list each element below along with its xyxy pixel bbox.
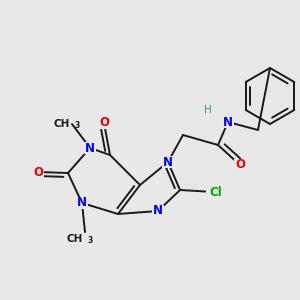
Text: Cl: Cl [210, 185, 222, 199]
Text: 3: 3 [88, 236, 93, 245]
Text: O: O [99, 116, 109, 130]
Bar [152, 205, 164, 217]
Text: CH: CH [54, 119, 70, 129]
Bar [222, 116, 234, 128]
Text: N: N [85, 142, 95, 154]
Bar [162, 156, 174, 168]
Bar [98, 117, 110, 129]
Bar [84, 142, 96, 154]
Text: 3: 3 [75, 122, 80, 130]
Text: H: H [204, 105, 212, 115]
Bar [76, 197, 88, 209]
Text: O: O [33, 166, 43, 178]
Bar [234, 159, 246, 171]
Bar [206, 186, 222, 198]
Text: N: N [163, 155, 173, 169]
Text: N: N [223, 116, 233, 128]
Text: CH: CH [67, 234, 83, 244]
Text: N: N [77, 196, 87, 209]
Bar [32, 166, 44, 178]
Text: O: O [235, 158, 245, 172]
Bar [203, 105, 213, 115]
Text: N: N [153, 205, 163, 218]
